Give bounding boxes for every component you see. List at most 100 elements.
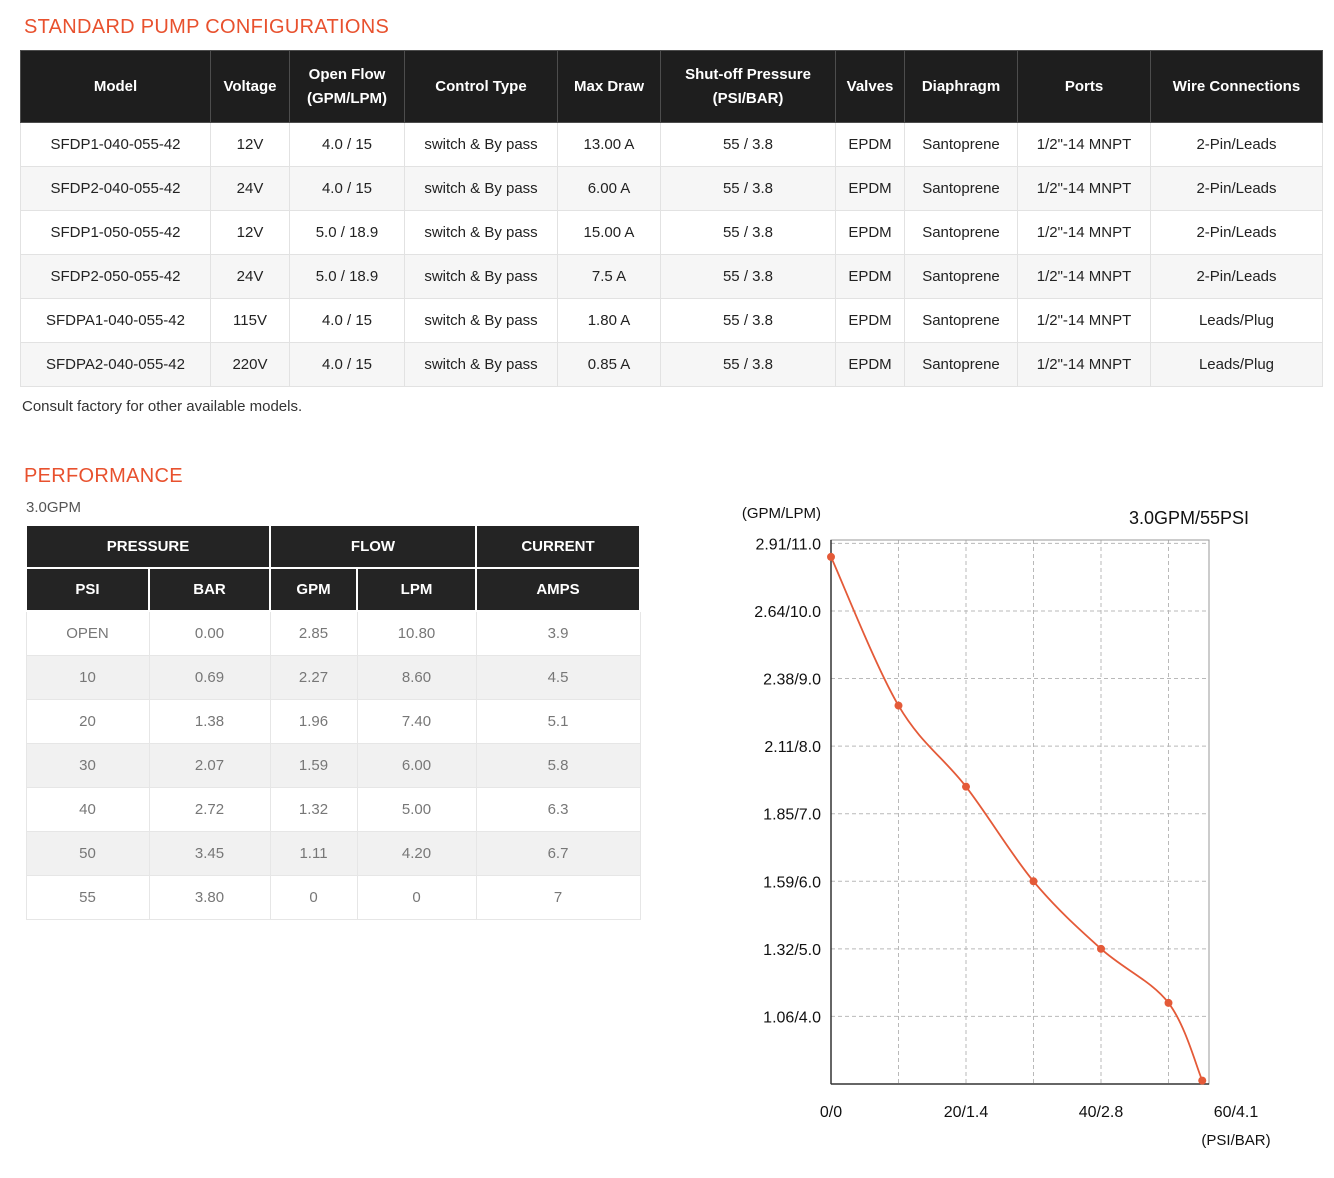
config-table-cell: 2-Pin/Leads bbox=[1150, 210, 1323, 255]
config-table-cell: SFDP2-040-055-42 bbox=[20, 166, 211, 211]
perf-table-cell: 55 bbox=[25, 874, 150, 920]
perf-group-header: PRESSURE bbox=[25, 524, 271, 569]
config-table-cell: 13.00 A bbox=[557, 122, 661, 167]
config-table-row: SFDP2-050-055-42 24V 5.0 / 18.9 switch & By… bbox=[20, 254, 1323, 299]
config-table-cell: 55 / 3.8 bbox=[660, 298, 836, 343]
config-table-cell: 115V bbox=[210, 298, 290, 343]
perf-column-header: AMPS bbox=[475, 567, 641, 612]
config-table-cell: 12V bbox=[210, 122, 290, 167]
config-table-cell: 55 / 3.8 bbox=[660, 342, 836, 387]
config-table-cell: Leads/Plug bbox=[1150, 298, 1323, 343]
config-table-cell: 1/2"-14 MNPT bbox=[1017, 298, 1151, 343]
config-table-cell: 4.0 / 15 bbox=[289, 166, 405, 211]
config-table-cell: 55 / 3.8 bbox=[660, 122, 836, 167]
perf-table-cell: 3.9 bbox=[475, 610, 641, 656]
chart-data-point bbox=[1029, 877, 1038, 886]
perf-table-row: 50 3.45 1.11 4.20 6.7 bbox=[25, 830, 641, 876]
chart-y-axis-label: (GPM/LPM) bbox=[742, 505, 821, 522]
performance-table-header: PRESSURE FLOW CURRENT PSI BAR GPM LPM AMPS bbox=[25, 524, 641, 612]
config-table-cell: 1/2"-14 MNPT bbox=[1017, 122, 1151, 167]
performance-table-body: OPEN 0.00 2.85 10.80 3.9 10 0.69 2.27 8.60 4.5 20 1… bbox=[25, 610, 641, 920]
config-table-cell: 4.0 / 15 bbox=[289, 342, 405, 387]
performance-subtitle: 3.0GPM bbox=[26, 499, 82, 516]
chart-curve bbox=[830, 556, 1204, 1081]
config-table-cell: 55 / 3.8 bbox=[660, 210, 836, 255]
performance-chart-svg: 2.91/11.0 2.64/10.0 2.38/9.0 2.11/8.0 1.85/7… bbox=[742, 505, 1271, 1149]
config-table-cell: 1.80 A bbox=[557, 298, 661, 343]
perf-table-cell: 6.3 bbox=[475, 786, 641, 832]
perf-table-row: 40 2.72 1.32 5.00 6.3 bbox=[25, 786, 641, 832]
config-table-row: SFDP1-040-055-42 12V 4.0 / 15 switch & By p… bbox=[20, 122, 1323, 167]
chart-y-tick-label: 1.06/4.0 bbox=[763, 1009, 821, 1026]
chart-data-point bbox=[827, 552, 835, 561]
perf-table-cell: 1.96 bbox=[269, 698, 358, 744]
config-table-cell: 55 / 3.8 bbox=[660, 254, 836, 299]
chart-y-tick-label: 1.85/7.0 bbox=[763, 807, 821, 824]
perf-table-cell: 2.07 bbox=[148, 742, 271, 788]
chart-data-point bbox=[962, 782, 970, 791]
perf-table-cell: 10.80 bbox=[356, 610, 477, 656]
perf-table-cell: 0.00 bbox=[148, 610, 271, 656]
perf-table-cell: 1.59 bbox=[269, 742, 358, 788]
chart-y-tick-label: 2.91/11.0 bbox=[755, 536, 821, 553]
config-table-cell: 24V bbox=[210, 166, 290, 211]
config-table-cell: 12V bbox=[210, 210, 290, 255]
perf-table-cell: 0 bbox=[269, 874, 358, 920]
config-table-row: SFDPA2-040-055-42 220V 4.0 / 15 switch & By… bbox=[20, 342, 1323, 387]
config-table-cell: Santoprene bbox=[904, 210, 1018, 255]
perf-group-header: FLOW bbox=[269, 524, 477, 569]
config-column-header: Model bbox=[20, 50, 211, 123]
perf-table-cell: 8.60 bbox=[356, 654, 477, 700]
perf-table-cell: 7 bbox=[475, 874, 641, 920]
config-column-header: Voltage bbox=[210, 50, 290, 123]
perf-table-cell: 2.27 bbox=[269, 654, 358, 700]
config-table-header: Model Voltage Open Flow (GPM/LPM) Control Ty… bbox=[20, 50, 1323, 123]
config-table-cell: 5.0 / 18.9 bbox=[289, 254, 405, 299]
perf-column-header: BAR bbox=[148, 567, 271, 612]
config-table-cell: Santoprene bbox=[904, 342, 1018, 387]
config-table-cell: Santoprene bbox=[904, 298, 1018, 343]
factory-note: Consult factory for other available mode… bbox=[22, 398, 303, 415]
chart-data-point bbox=[894, 701, 903, 710]
perf-table-cell: 50 bbox=[25, 830, 150, 876]
config-table-cell: EPDM bbox=[835, 166, 905, 211]
perf-table-cell: 0 bbox=[356, 874, 477, 920]
performance-table: PRESSURE FLOW CURRENT PSI BAR GPM LPM AMPS OPEN… bbox=[25, 524, 641, 920]
config-table-cell: 2-Pin/Leads bbox=[1150, 122, 1323, 167]
config-section-title: STANDARD PUMP CONFIGURATIONS bbox=[24, 16, 390, 38]
chart-y-tick-label: 2.64/10.0 bbox=[754, 604, 821, 621]
config-table-row: SFDP1-050-055-42 12V 5.0 / 18.9 switch & By… bbox=[20, 210, 1323, 255]
perf-column-header: GPM bbox=[269, 567, 358, 612]
chart-title: 3.0GPM/55PSI bbox=[1129, 508, 1249, 528]
chart-plot-border bbox=[830, 539, 1210, 1085]
perf-table-row: OPEN 0.00 2.85 10.80 3.9 bbox=[25, 610, 641, 656]
config-table-body: SFDP1-040-055-42 12V 4.0 / 15 switch & By p… bbox=[20, 122, 1323, 387]
perf-table-cell: 40 bbox=[25, 786, 150, 832]
config-table-cell: EPDM bbox=[835, 298, 905, 343]
config-column-header: Max Draw bbox=[557, 50, 661, 123]
performance-chart: 2.91/11.0 2.64/10.0 2.38/9.0 2.11/8.0 1.85/7… bbox=[729, 492, 1333, 1159]
config-table-cell: switch & By pass bbox=[404, 254, 558, 299]
perf-table-cell: OPEN bbox=[25, 610, 150, 656]
perf-table-row: 30 2.07 1.59 6.00 5.8 bbox=[25, 742, 641, 788]
config-table-cell: Leads/Plug bbox=[1150, 342, 1323, 387]
chart-y-tick-label: 1.32/5.0 bbox=[763, 942, 821, 959]
perf-table-cell: 4.20 bbox=[356, 830, 477, 876]
perf-table-cell: 6.00 bbox=[356, 742, 477, 788]
perf-table-cell: 30 bbox=[25, 742, 150, 788]
perf-table-cell: 3.45 bbox=[148, 830, 271, 876]
config-column-header: Diaphragm bbox=[904, 50, 1018, 123]
config-table-row: SFDPA1-040-055-42 115V 4.0 / 15 switch & By… bbox=[20, 298, 1323, 343]
perf-table-cell: 5.00 bbox=[356, 786, 477, 832]
config-column-header: Ports bbox=[1017, 50, 1151, 123]
config-table-cell: switch & By pass bbox=[404, 210, 558, 255]
chart-x-tick-label: 20/1.4 bbox=[944, 1104, 989, 1121]
perf-table-cell: 0.69 bbox=[148, 654, 271, 700]
chart-data-point bbox=[1198, 1076, 1207, 1085]
chart-y-tick-label: 2.11/8.0 bbox=[764, 739, 821, 756]
performance-section: PRESSURE FLOW CURRENT PSI BAR GPM LPM AMPS OPEN… bbox=[25, 505, 1334, 1159]
config-table-cell: switch & By pass bbox=[404, 122, 558, 167]
config-table-cell: 1/2"-14 MNPT bbox=[1017, 254, 1151, 299]
chart-x-tick-label: 60/4.1 bbox=[1214, 1104, 1259, 1121]
perf-table-cell: 10 bbox=[25, 654, 150, 700]
